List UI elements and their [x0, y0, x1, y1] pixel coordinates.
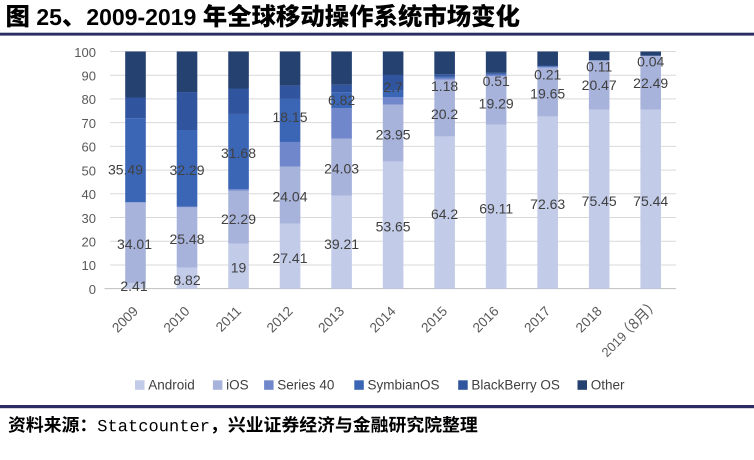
svg-text:0.21: 0.21 — [534, 67, 561, 83]
svg-text:0: 0 — [89, 282, 96, 297]
svg-text:iOS: iOS — [226, 378, 249, 393]
svg-text:20.2: 20.2 — [431, 106, 458, 122]
svg-text:24.04: 24.04 — [272, 189, 307, 205]
svg-text:70: 70 — [82, 116, 96, 131]
svg-text:75.44: 75.44 — [633, 193, 668, 209]
svg-text:100: 100 — [74, 45, 96, 60]
svg-text:23.95: 23.95 — [376, 127, 411, 143]
svg-text:31.68: 31.68 — [221, 145, 256, 161]
svg-text:27.41: 27.41 — [272, 250, 307, 266]
svg-text:80: 80 — [82, 92, 96, 107]
svg-text:32.29: 32.29 — [169, 162, 204, 178]
svg-text:0.51: 0.51 — [483, 73, 510, 89]
svg-text:19: 19 — [231, 260, 247, 276]
svg-text:BlackBerry OS: BlackBerry OS — [471, 378, 560, 393]
svg-text:Series 40: Series 40 — [277, 378, 334, 393]
svg-text:35.49: 35.49 — [108, 162, 143, 178]
svg-text:10: 10 — [82, 258, 96, 273]
svg-text:40: 40 — [82, 187, 96, 202]
svg-text:20: 20 — [82, 235, 96, 250]
svg-text:2.41: 2.41 — [120, 278, 147, 294]
svg-text:SymbianOS: SymbianOS — [368, 378, 440, 393]
svg-text:0.11: 0.11 — [586, 58, 612, 74]
svg-text:60: 60 — [82, 140, 96, 155]
svg-text:1.18: 1.18 — [431, 78, 458, 94]
svg-text:Android: Android — [148, 378, 195, 393]
svg-text:2.7: 2.7 — [383, 79, 403, 95]
svg-text:34.01: 34.01 — [117, 236, 152, 252]
svg-text:72.63: 72.63 — [530, 196, 565, 212]
svg-text:75.45: 75.45 — [582, 193, 617, 209]
svg-text:24.03: 24.03 — [324, 161, 359, 177]
svg-text:18.15: 18.15 — [272, 109, 307, 125]
svg-text:25.48: 25.48 — [169, 231, 204, 247]
svg-text:22.29: 22.29 — [221, 211, 256, 227]
svg-text:22.49: 22.49 — [633, 75, 668, 91]
svg-text:30: 30 — [82, 211, 96, 226]
svg-text:50: 50 — [82, 163, 96, 178]
svg-text:0.04: 0.04 — [637, 53, 664, 69]
svg-text:19.29: 19.29 — [479, 96, 514, 112]
svg-text:69.11: 69.11 — [479, 200, 513, 216]
svg-text:8.82: 8.82 — [173, 272, 200, 288]
svg-text:20.47: 20.47 — [582, 77, 617, 93]
svg-text:39.21: 39.21 — [324, 236, 359, 252]
svg-text:90: 90 — [82, 69, 96, 84]
svg-text:6.82: 6.82 — [328, 92, 355, 108]
svg-text:Other: Other — [591, 378, 625, 393]
svg-text:64.2: 64.2 — [431, 206, 458, 222]
svg-text:19.65: 19.65 — [530, 86, 565, 102]
svg-text:53.65: 53.65 — [376, 219, 411, 235]
